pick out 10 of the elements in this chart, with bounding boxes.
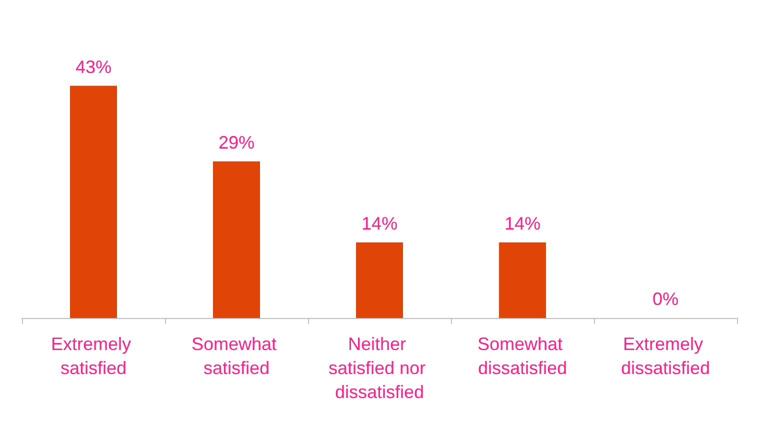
x-tick-label: Extremely dissatisfied <box>620 334 710 378</box>
data-label: 43% <box>75 56 112 77</box>
x-tick-label: Somewhat satisfied <box>191 334 282 378</box>
data-label: 14% <box>504 213 541 234</box>
x-tick-label: Extremely satisfied <box>50 334 136 378</box>
data-label: 0% <box>652 289 679 309</box>
x-tick-label: Somewhat dissatisfied <box>477 334 568 378</box>
data-label: 29% <box>218 132 255 152</box>
data-label: 14% <box>361 213 398 234</box>
x-tick-label: Neither satisfied nor dissatisfied <box>328 334 431 402</box>
